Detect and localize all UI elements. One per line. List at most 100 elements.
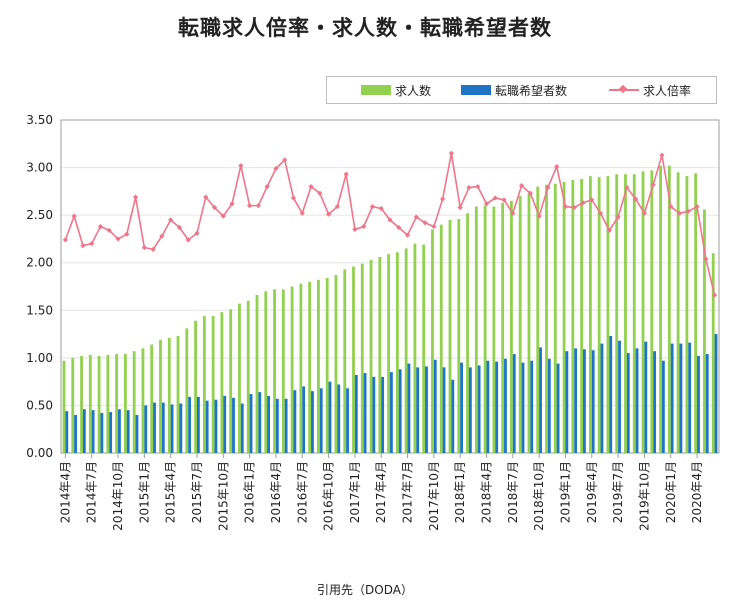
x-tick-label: 2015年1月: [137, 461, 151, 523]
bar-jobs: [317, 279, 320, 453]
point-ratio: [554, 164, 560, 170]
point-ratio: [168, 217, 174, 223]
point-ratio: [290, 195, 297, 201]
bar-jobs: [395, 252, 399, 453]
point-ratio: [352, 226, 358, 233]
legend-label-ratio: 求人倍率: [643, 83, 692, 98]
bar-jobs: [123, 354, 127, 453]
point-ratio: [510, 210, 516, 216]
bar-jobs: [404, 248, 408, 453]
point-ratio: [282, 157, 288, 163]
bar-jobs: [615, 174, 619, 454]
x-tick-label: 2014年7月: [85, 461, 99, 523]
y-tick-label: 1.00: [26, 351, 53, 365]
point-ratio: [141, 244, 147, 251]
legend-item-seekers: 転職希望者数: [461, 77, 567, 103]
point-ratio: [440, 196, 446, 202]
bar-jobs: [413, 243, 417, 453]
point-ratio: [676, 210, 683, 216]
x-tick-label: 2016年10月: [322, 461, 336, 531]
x-tick-label: 2018年10月: [532, 461, 546, 531]
legend-label-jobs: 求人数: [395, 83, 432, 98]
y-tick-label: 2.00: [26, 256, 53, 270]
bar-jobs: [211, 315, 215, 453]
bar-seekers: [337, 384, 341, 453]
bar-jobs: [150, 344, 154, 453]
point-ratio: [369, 203, 376, 210]
bar-jobs: [492, 206, 496, 453]
bar-jobs: [518, 196, 522, 454]
x-tick-label: 2019年7月: [611, 461, 625, 523]
legend-item-jobs: 求人数: [361, 77, 431, 103]
bar-seekers: [267, 395, 270, 453]
bar-jobs: [387, 254, 390, 453]
y-tick-label: 3.50: [26, 113, 53, 127]
bar-jobs: [334, 275, 338, 453]
bar-seekers: [547, 358, 551, 453]
source-caption: 引用先（DODA）: [317, 583, 413, 597]
point-ratio: [220, 213, 226, 219]
point-ratio: [404, 232, 411, 238]
bar-seekers: [644, 341, 648, 453]
point-ratio: [317, 190, 323, 196]
bar-seekers: [328, 381, 332, 453]
point-ratio: [334, 203, 340, 210]
bar-jobs: [176, 335, 180, 453]
bar-jobs: [483, 205, 487, 453]
point-ratio: [396, 224, 402, 231]
bar-jobs: [501, 202, 505, 453]
bar-jobs: [194, 320, 197, 453]
bar-jobs: [553, 183, 557, 453]
bar-jobs: [466, 213, 469, 453]
bar-seekers: [451, 379, 455, 453]
bar-jobs: [246, 300, 250, 453]
bar-jobs: [562, 181, 566, 453]
point-ratio: [115, 236, 121, 242]
point-ratio: [308, 184, 314, 190]
bar-seekers: [91, 410, 95, 453]
bar-seekers: [240, 403, 244, 453]
bar-seekers: [477, 365, 481, 453]
bar-seekers: [705, 354, 709, 453]
point-ratio: [589, 197, 595, 203]
bar-seekers: [196, 396, 200, 453]
bar-jobs: [545, 184, 548, 453]
bar-jobs: [360, 263, 364, 453]
bar-jobs: [106, 355, 110, 453]
bar-seekers: [284, 398, 288, 453]
bar-seekers: [258, 392, 262, 453]
bar-seekers: [679, 343, 683, 453]
bar-seekers: [468, 367, 472, 453]
bar-seekers: [442, 367, 446, 453]
bar-jobs: [88, 355, 92, 453]
point-ratio: [422, 220, 428, 226]
bar-seekers: [354, 374, 358, 453]
bar-seekers: [574, 348, 578, 453]
bar-seekers: [74, 414, 77, 453]
point-ratio: [229, 201, 235, 207]
bar-seekers: [688, 342, 692, 453]
x-tick-label: 2014年4月: [58, 461, 72, 523]
x-tick-label: 2019年10月: [637, 461, 651, 531]
point-ratio: [264, 184, 270, 190]
bar-jobs: [597, 177, 601, 453]
bar-seekers: [144, 405, 148, 453]
x-tick-label: 2018年1月: [453, 461, 467, 523]
bar-jobs: [229, 309, 233, 453]
legend-swatch-jobs: [361, 85, 391, 95]
bar-seekers: [407, 363, 411, 453]
point-ratio: [668, 203, 674, 210]
bar-jobs: [711, 253, 715, 453]
point-ratio: [650, 182, 656, 188]
bar-jobs: [659, 165, 662, 454]
y-tick-label: 1.50: [26, 303, 53, 317]
bar-jobs: [352, 266, 355, 453]
bar-seekers: [381, 376, 385, 453]
bar-jobs: [80, 355, 83, 453]
x-tick-label: 2019年1月: [558, 461, 572, 523]
bar-jobs: [606, 176, 610, 453]
y-tick-label: 0.00: [26, 446, 53, 460]
x-tick-label: 2017年7月: [401, 461, 415, 523]
bar-seekers: [390, 372, 393, 453]
bar-jobs: [457, 218, 461, 453]
